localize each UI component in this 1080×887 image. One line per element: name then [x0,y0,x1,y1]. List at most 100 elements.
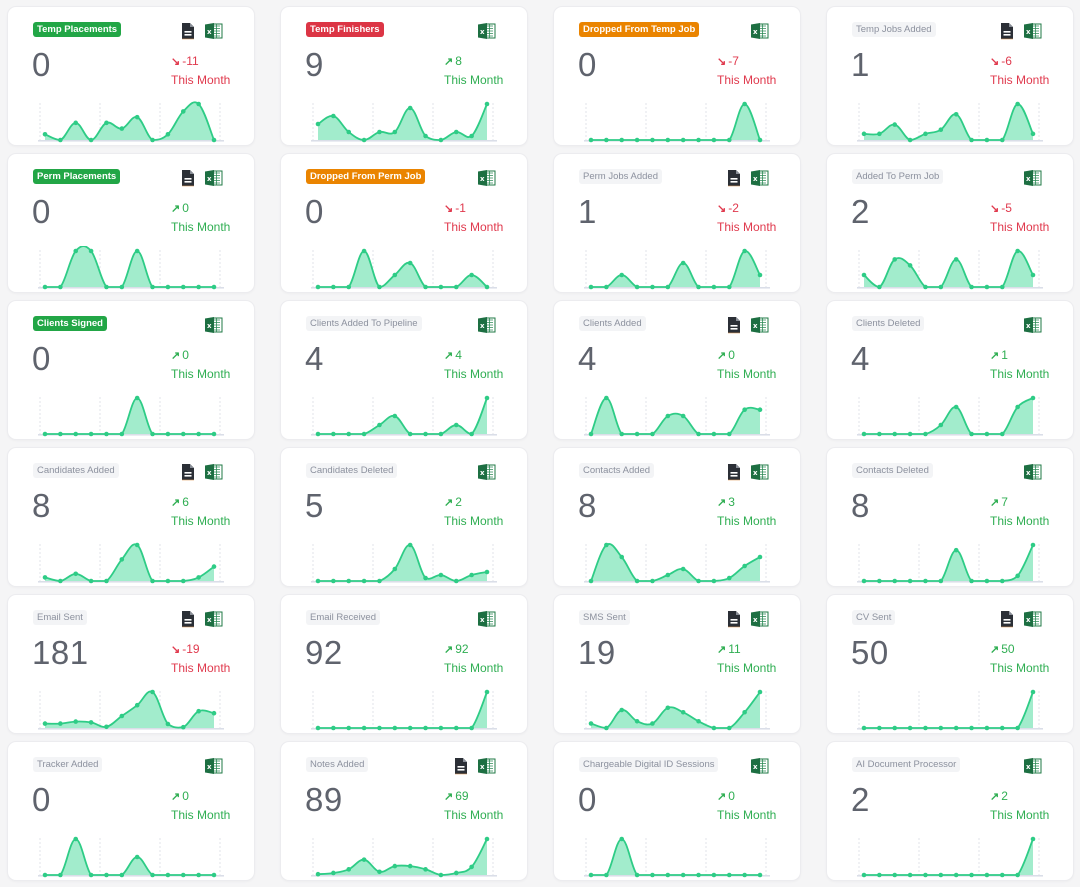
chart-point[interactable] [119,126,125,131]
chart-point[interactable] [938,422,944,428]
chart-point[interactable] [907,263,913,268]
chart-point[interactable] [58,872,63,878]
chart-point[interactable] [42,575,48,580]
chart-point[interactable] [392,413,398,419]
chart-point[interactable] [346,578,352,584]
chart-point[interactable] [346,129,352,135]
chart-point[interactable] [469,431,474,437]
chart-point[interactable] [180,578,186,584]
chart-point[interactable] [361,725,367,731]
excel-export-icon[interactable]: x [204,22,223,40]
chart-point[interactable] [696,578,701,584]
chart-point[interactable] [180,872,186,878]
chart-point[interactable] [984,872,990,878]
chart-point[interactable] [726,725,732,731]
chart-point[interactable] [742,872,747,878]
chart-point[interactable] [453,725,459,731]
chart-point[interactable] [861,725,867,731]
chart-point[interactable] [923,872,928,878]
chart-point[interactable] [331,870,336,876]
chart-point[interactable] [742,101,747,107]
chart-point[interactable] [588,137,594,143]
chart-point[interactable] [407,725,413,731]
chart-point[interactable] [1015,248,1020,254]
chart-point[interactable] [423,867,428,872]
chart-point[interactable] [423,133,428,139]
chart-point[interactable] [650,578,655,584]
chart-point[interactable] [938,578,944,584]
chart-point[interactable] [73,836,79,842]
chart-point[interactable] [392,566,398,572]
chart-point[interactable] [377,129,382,135]
chart-point[interactable] [892,431,898,437]
chart-point[interactable] [619,707,625,713]
chart-point[interactable] [438,431,444,437]
chart-point[interactable] [361,578,367,584]
chart-point[interactable] [726,431,732,437]
chart-point[interactable] [331,113,336,119]
chart-point[interactable] [484,395,490,401]
chart-point[interactable] [665,572,671,578]
chart-point[interactable] [877,431,882,437]
chart-point[interactable] [438,725,444,731]
chart-point[interactable] [604,395,609,401]
document-report-icon[interactable] [724,316,743,334]
chart-point[interactable] [999,137,1005,143]
excel-export-icon[interactable]: x [204,169,223,187]
chart-point[interactable] [88,431,94,437]
chart-point[interactable] [650,137,655,143]
excel-export-icon[interactable]: x [1023,316,1042,334]
chart-point[interactable] [665,137,671,143]
chart-point[interactable] [711,137,717,143]
chart-point[interactable] [588,284,594,290]
chart-point[interactable] [953,547,959,553]
chart-point[interactable] [634,718,640,724]
chart-point[interactable] [1030,542,1036,548]
chart-point[interactable] [726,575,732,581]
chart-point[interactable] [196,708,201,714]
chart-point[interactable] [757,689,763,695]
chart-point[interactable] [42,721,48,726]
chart-point[interactable] [407,431,413,437]
chart-point[interactable] [680,260,686,266]
chart-point[interactable] [969,872,974,878]
chart-point[interactable] [119,284,125,290]
chart-point[interactable] [861,131,867,137]
chart-point[interactable] [315,121,321,127]
chart-point[interactable] [892,257,898,262]
chart-point[interactable] [104,872,109,878]
excel-export-icon[interactable]: x [750,757,769,775]
chart-point[interactable] [619,137,625,143]
chart-point[interactable] [877,578,882,584]
chart-point[interactable] [969,137,974,143]
chart-point[interactable] [650,721,655,726]
document-report-icon[interactable] [997,610,1016,628]
chart-point[interactable] [984,137,990,143]
chart-point[interactable] [104,284,109,290]
chart-point[interactable] [42,131,48,137]
chart-point[interactable] [1030,395,1036,401]
chart-point[interactable] [650,431,655,437]
chart-point[interactable] [696,137,701,143]
excel-export-icon[interactable]: x [750,610,769,628]
chart-point[interactable] [999,284,1005,290]
chart-point[interactable] [588,578,594,584]
chart-point[interactable] [984,725,990,731]
chart-point[interactable] [150,689,155,695]
chart-point[interactable] [1030,689,1036,695]
chart-point[interactable] [984,578,990,584]
chart-point[interactable] [1015,872,1020,878]
chart-point[interactable] [438,284,444,290]
chart-point[interactable] [453,870,459,876]
chart-point[interactable] [58,578,63,584]
chart-point[interactable] [634,431,640,437]
excel-export-icon[interactable]: x [1023,169,1042,187]
chart-point[interactable] [469,133,474,139]
chart-point[interactable] [423,725,428,731]
chart-point[interactable] [923,578,928,584]
chart-point[interactable] [665,705,671,711]
document-report-icon[interactable] [178,463,197,481]
chart-point[interactable] [680,566,686,572]
chart-point[interactable] [438,572,444,578]
chart-point[interactable] [392,129,398,135]
